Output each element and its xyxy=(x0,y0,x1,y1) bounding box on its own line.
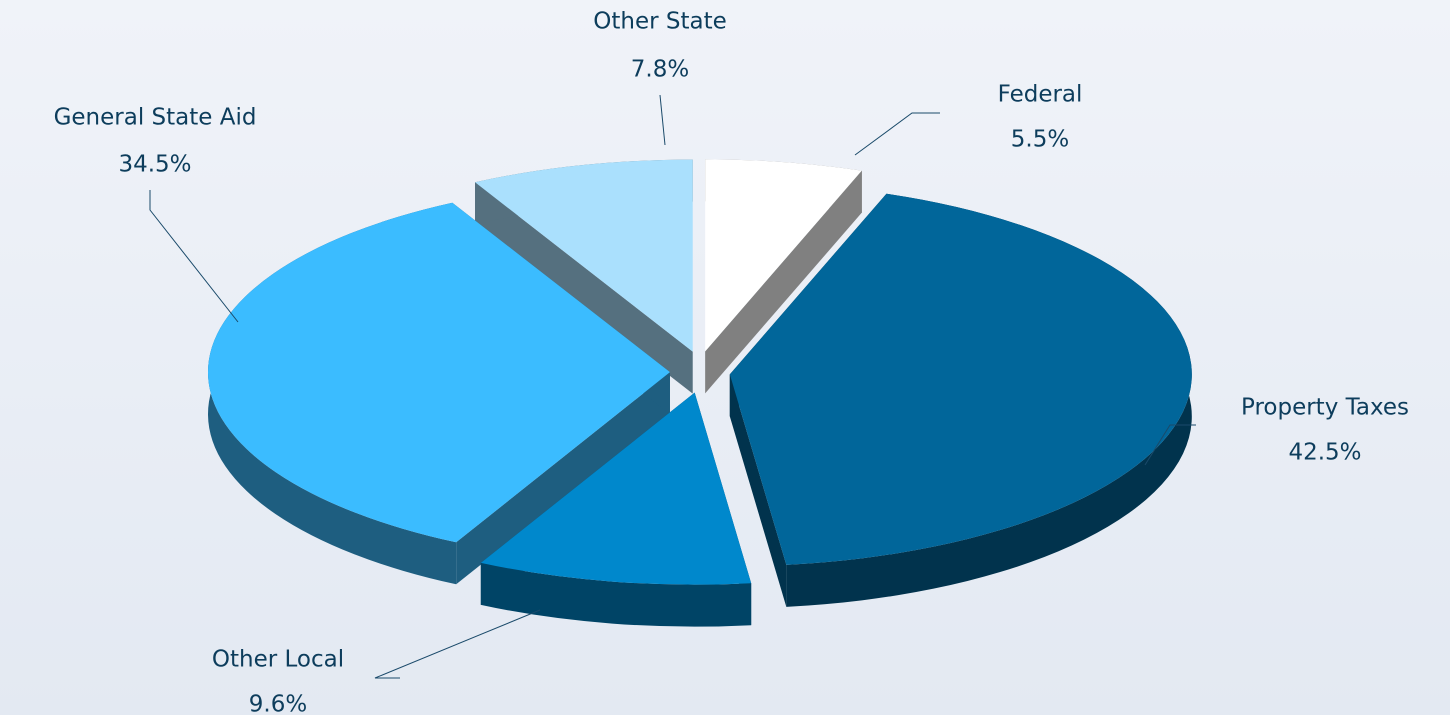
slice-outer-wall xyxy=(480,562,752,627)
leader-line xyxy=(854,112,940,156)
slice-edge-wall xyxy=(729,374,787,607)
slice-value-label: 34.5% xyxy=(118,152,191,178)
slice-edge-wall xyxy=(456,372,671,585)
slice xyxy=(475,159,693,352)
leader-line xyxy=(1144,424,1196,466)
slice-value-label: 7.8% xyxy=(631,57,689,83)
slice-label: General State Aid xyxy=(54,105,257,131)
slice-label: Other State xyxy=(593,9,727,35)
slice-edge-wall xyxy=(705,170,862,394)
slice-label: Other Local xyxy=(212,647,344,673)
leader-line xyxy=(149,190,239,323)
slice-label: Federal xyxy=(998,82,1083,108)
slice xyxy=(729,193,1192,565)
slice-label: Property Taxes xyxy=(1241,395,1409,421)
leader-line xyxy=(374,609,541,679)
slice xyxy=(208,202,671,543)
slice-value-label: 42.5% xyxy=(1288,440,1361,466)
slice xyxy=(480,392,752,585)
leader-line xyxy=(659,94,666,146)
labels: Federal 5.5% Property Taxes 42.5% Other Loca… xyxy=(54,9,1409,715)
slice-value-label: 9.6% xyxy=(249,692,307,715)
slice-tops xyxy=(208,159,1192,585)
slice xyxy=(705,159,862,352)
slice-edge-wall xyxy=(475,182,693,394)
slice-value-label: 5.5% xyxy=(1011,127,1069,153)
slice-outer-wall xyxy=(786,193,1192,607)
